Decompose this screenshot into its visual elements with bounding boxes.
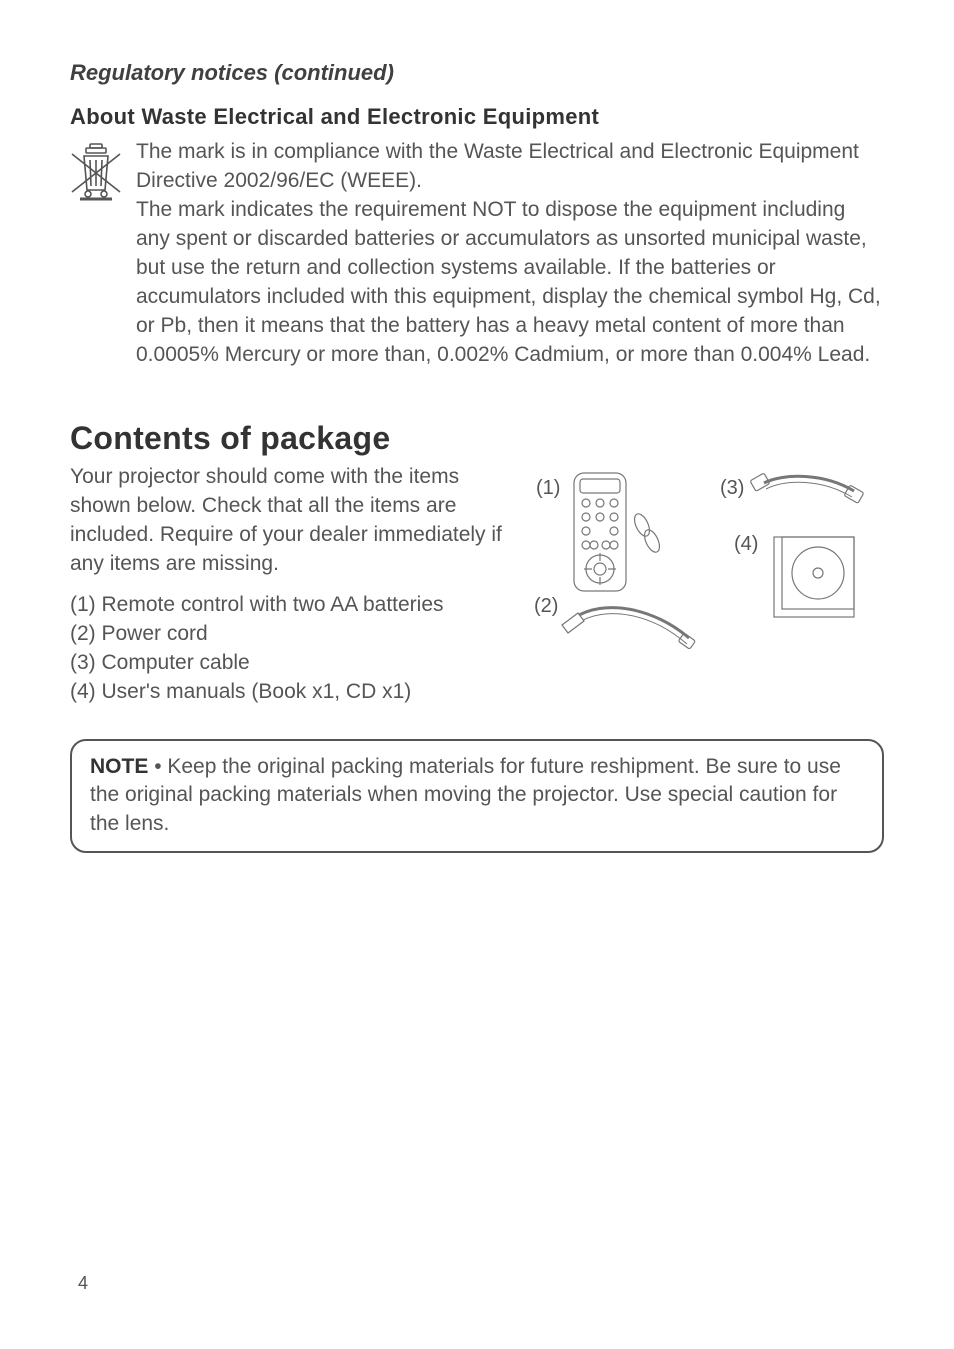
weee-body-text: The mark is in compliance with the Waste… <box>136 138 884 370</box>
contents-heading: Contents of package <box>70 420 884 457</box>
note-label: NOTE <box>90 755 148 778</box>
package-illustrations-icon <box>524 463 884 663</box>
page-number: 4 <box>78 1273 88 1294</box>
contents-left: Your projector should come with the item… <box>70 463 504 707</box>
regulatory-subtitle: Regulatory notices (continued) <box>70 60 884 86</box>
weee-bin-icon <box>70 142 122 207</box>
list-item: (1) Remote control with two AA batteries <box>70 591 504 620</box>
list-item: (2) Power cord <box>70 620 504 649</box>
fig-label-2: (2) <box>534 595 558 618</box>
fig-label-1: (1) <box>536 477 560 500</box>
contents-row: Your projector should come with the item… <box>70 463 884 707</box>
fig-label-3: (3) <box>720 477 744 500</box>
contents-intro: Your projector should come with the item… <box>70 463 504 579</box>
weee-heading: About Waste Electrical and Electronic Eq… <box>70 104 884 130</box>
list-item: (3) Computer cable <box>70 649 504 678</box>
contents-illustrations: (1) (3) (4) (2) <box>524 463 884 707</box>
note-text: • Keep the original packing materials fo… <box>90 755 841 836</box>
weee-block: The mark is in compliance with the Waste… <box>70 138 884 370</box>
note-box: NOTE • Keep the original packing materia… <box>70 739 884 854</box>
contents-list: (1) Remote control with two AA batteries… <box>70 591 504 707</box>
fig-label-4: (4) <box>734 533 758 556</box>
list-item: (4) User's manuals (Book x1, CD x1) <box>70 678 504 707</box>
